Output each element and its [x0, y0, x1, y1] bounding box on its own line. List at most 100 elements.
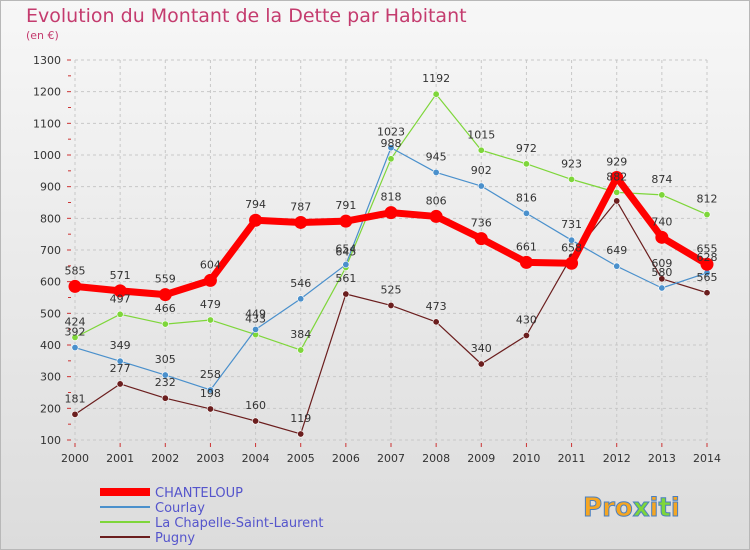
- brand-logo-text: Proxiti: [583, 493, 680, 523]
- data-point: [342, 290, 350, 298]
- data-point: [387, 301, 395, 309]
- data-point: [655, 230, 669, 244]
- data-label: 812: [697, 193, 718, 206]
- data-label: 1023: [377, 126, 405, 139]
- data-point: [68, 279, 82, 293]
- data-point: [252, 417, 260, 425]
- data-label: 479: [200, 298, 221, 311]
- data-label: 340: [471, 342, 492, 355]
- data-label: 736: [471, 217, 492, 230]
- data-point: [432, 90, 440, 98]
- x-tick-label: 2001: [106, 452, 134, 465]
- data-label: 349: [110, 339, 131, 352]
- chart-title: Evolution du Montant de la Dette par Hab…: [26, 5, 467, 27]
- y-tick-label: 700: [40, 244, 61, 257]
- data-label: 1192: [422, 72, 450, 85]
- data-label: 232: [155, 376, 176, 389]
- data-point: [387, 155, 395, 163]
- data-label: 497: [110, 292, 131, 305]
- data-label: 580: [651, 266, 672, 279]
- data-point: [387, 144, 395, 152]
- data-point: [161, 394, 169, 402]
- y-tick-label: 400: [40, 339, 61, 352]
- data-label: 731: [561, 218, 582, 231]
- y-tick-label: 900: [40, 181, 61, 194]
- data-label: 645: [335, 245, 356, 258]
- data-point: [700, 257, 714, 271]
- data-label: 258: [200, 368, 221, 381]
- data-point: [658, 191, 666, 199]
- data-label: 119: [290, 412, 311, 425]
- data-label: 658: [561, 241, 582, 254]
- legend-label: Pugny: [155, 531, 195, 546]
- data-label: 277: [110, 362, 131, 375]
- data-point: [116, 357, 124, 365]
- data-label: 198: [200, 387, 221, 400]
- data-point: [161, 320, 169, 328]
- data-label: 661: [516, 240, 537, 253]
- data-label: 525: [381, 283, 402, 296]
- data-point: [474, 232, 488, 246]
- data-label: 604: [200, 258, 221, 271]
- data-point: [432, 318, 440, 326]
- data-label: 988: [381, 137, 402, 150]
- data-point: [519, 255, 533, 269]
- data-point: [429, 209, 443, 223]
- chart-subtitle: (en €): [26, 29, 59, 42]
- data-label: 609: [651, 257, 672, 270]
- data-point: [613, 188, 621, 196]
- data-point: [568, 236, 576, 244]
- data-point: [297, 346, 305, 354]
- data-label: 902: [471, 164, 492, 177]
- data-point: [161, 371, 169, 379]
- data-label: 546: [290, 277, 311, 290]
- data-point: [116, 310, 124, 318]
- data-point: [477, 182, 485, 190]
- data-label: 559: [155, 273, 176, 286]
- data-label: 433: [245, 313, 266, 326]
- data-label: 392: [65, 326, 86, 339]
- data-label: 794: [245, 198, 266, 211]
- data-label: 874: [651, 173, 672, 186]
- data-label: 818: [381, 191, 402, 204]
- data-label: 1015: [467, 128, 495, 141]
- data-label: 923: [561, 157, 582, 170]
- data-point: [206, 386, 214, 394]
- data-point: [522, 160, 530, 168]
- data-point: [71, 333, 79, 341]
- data-label: 929: [606, 155, 627, 168]
- axes: 100 200 300 400 500 600 700 800 900 1000 1100 1200 1…: [33, 54, 721, 465]
- x-tick-label: 2009: [467, 452, 495, 465]
- data-point: [206, 405, 214, 413]
- data-label: 787: [290, 200, 311, 213]
- data-point: [116, 380, 124, 388]
- data-label: 424: [65, 315, 86, 328]
- data-point: [613, 197, 621, 205]
- x-tick-label: 2014: [693, 452, 721, 465]
- data-label: 806: [426, 194, 447, 207]
- data-point: [342, 261, 350, 269]
- data-point: [703, 211, 711, 219]
- data-label: 649: [606, 244, 627, 257]
- data-label: 655: [697, 242, 718, 255]
- y-tick-label: 100: [40, 434, 61, 447]
- data-point: [249, 213, 263, 227]
- data-label: 791: [335, 199, 356, 212]
- y-tick-label: 800: [40, 212, 61, 225]
- data-point: [432, 168, 440, 176]
- data-point: [71, 410, 79, 418]
- data-point: [339, 214, 353, 228]
- data-label: 945: [426, 150, 447, 163]
- data-label: 654: [335, 243, 356, 256]
- x-tick-label: 2002: [151, 452, 179, 465]
- data-point: [658, 275, 666, 283]
- data-label: 160: [245, 399, 266, 412]
- data-point: [477, 146, 485, 154]
- x-tick-label: 2012: [603, 452, 631, 465]
- data-point: [522, 209, 530, 217]
- x-tick-label: 2008: [422, 452, 450, 465]
- data-point: [658, 284, 666, 292]
- data-point: [477, 360, 485, 368]
